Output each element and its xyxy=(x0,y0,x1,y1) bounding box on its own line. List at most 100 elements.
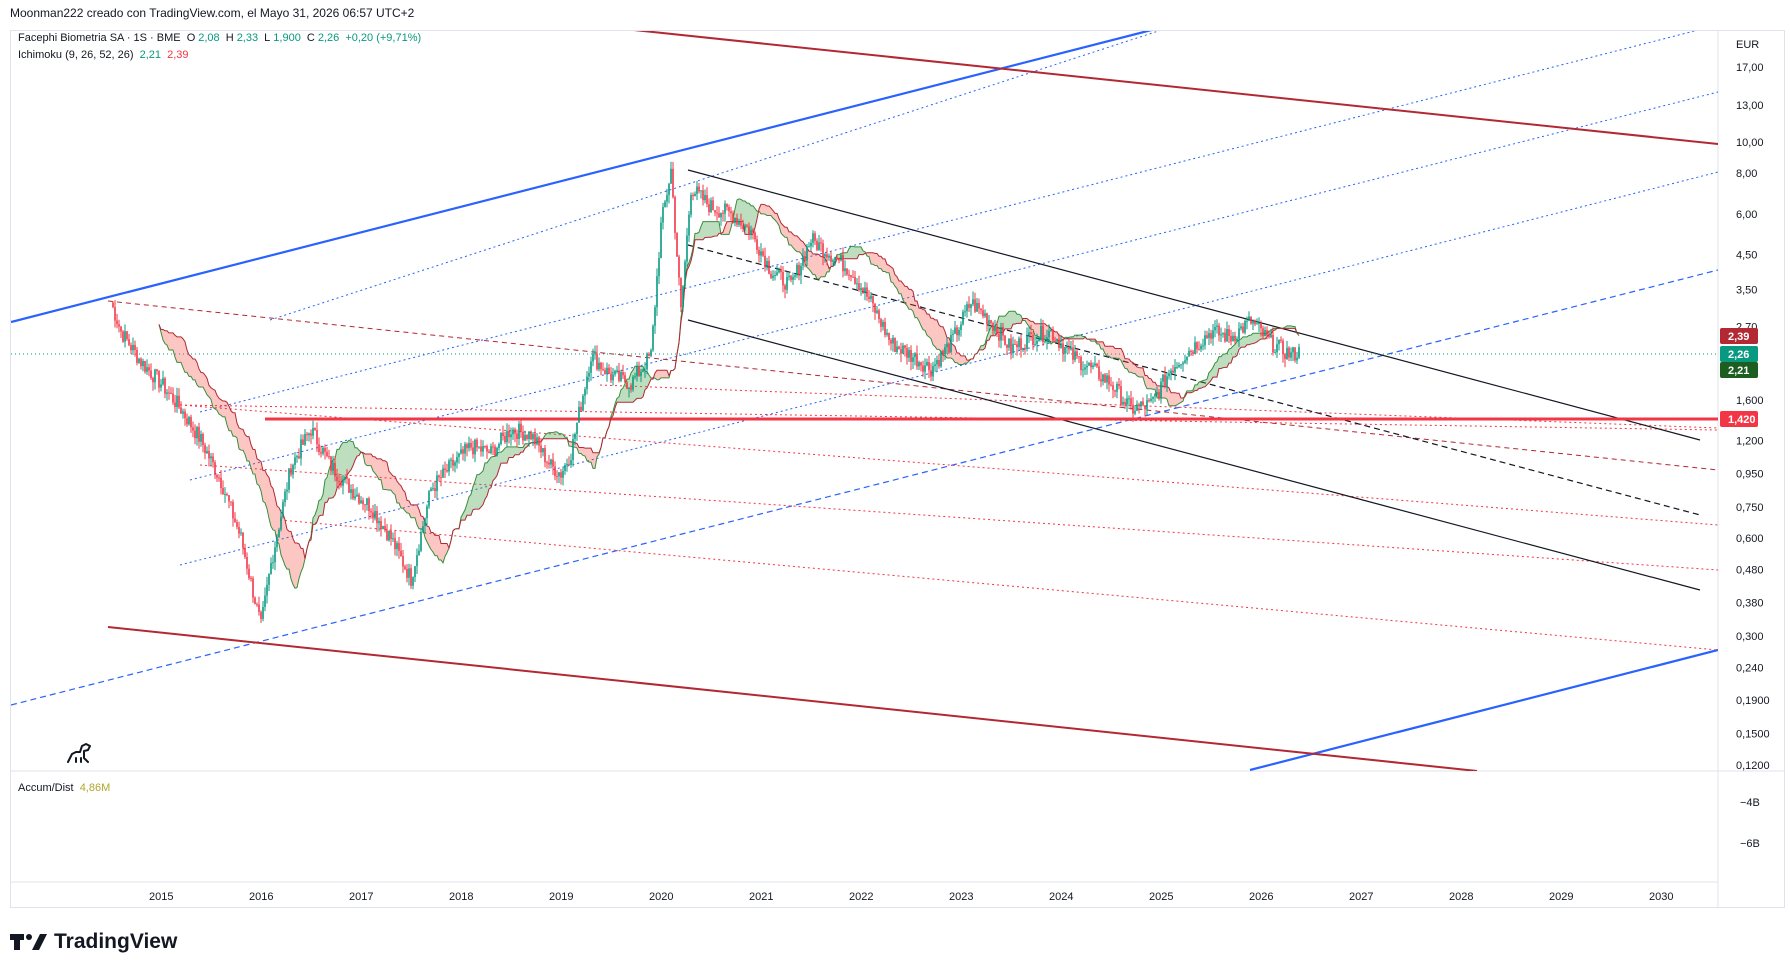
dino-icon[interactable] xyxy=(67,743,91,763)
candle-body xyxy=(206,450,208,454)
candle-body xyxy=(1254,320,1256,325)
black-channel-lower-line[interactable] xyxy=(687,319,1701,591)
candle-body xyxy=(172,393,174,403)
candle-body xyxy=(1024,348,1026,350)
candle-body xyxy=(622,372,624,376)
cloud-segment xyxy=(517,446,519,455)
cloud-segment xyxy=(809,251,811,272)
candle-body xyxy=(138,358,140,363)
candle-body xyxy=(284,491,286,503)
candle-body xyxy=(536,437,538,445)
price-axis[interactable]: 17,0013,0010,008,006,004,503,502,701,600… xyxy=(1736,62,1770,772)
accum-legend[interactable]: Accum/Dist 4,86M xyxy=(18,782,113,794)
candle-body xyxy=(1060,343,1062,348)
cloud-segment xyxy=(875,253,877,266)
cloud-segment xyxy=(1079,335,1081,339)
candle-body xyxy=(348,478,350,493)
red-dotted-line-5 xyxy=(599,384,1718,429)
candle-body xyxy=(448,460,450,472)
cloud-segment xyxy=(569,441,571,447)
candle-body xyxy=(418,550,420,556)
candle-body xyxy=(1114,390,1116,392)
blue-channel-lower-line[interactable] xyxy=(1249,648,1718,771)
blue-channel-upper-line[interactable] xyxy=(11,24,1175,324)
price-series[interactable] xyxy=(112,161,1300,623)
cloud-segment xyxy=(1195,384,1197,391)
red-channel-upper-line[interactable] xyxy=(615,28,1718,145)
cloud-segment xyxy=(1137,366,1139,377)
cloud-segment xyxy=(665,370,667,378)
candle-body xyxy=(1082,369,1084,371)
candle-body xyxy=(782,271,784,286)
candle-body xyxy=(1282,340,1284,355)
candle-body xyxy=(1092,365,1094,368)
candle-body xyxy=(296,456,298,458)
candle-body xyxy=(596,353,598,370)
candle-body xyxy=(290,468,292,475)
candle-body xyxy=(1224,332,1226,342)
cloud-segment xyxy=(549,432,551,439)
candle-body xyxy=(612,374,614,381)
cloud-segment xyxy=(663,370,665,378)
cloud-segment xyxy=(511,446,513,458)
price-tag-label: 2,26 xyxy=(1728,349,1749,361)
tradingview-footer[interactable]: TradingView xyxy=(10,930,177,954)
candle-body xyxy=(940,350,942,367)
candle-body xyxy=(396,543,398,550)
candle-body xyxy=(1266,330,1268,335)
cloud-segment xyxy=(379,458,381,480)
candle-body xyxy=(1134,410,1136,414)
candle-body xyxy=(700,190,702,192)
cloud-segment xyxy=(891,266,893,283)
black-channel-upper-line[interactable] xyxy=(687,169,1701,441)
candle-body xyxy=(508,430,510,438)
ichimoku-value-1: 2,21 xyxy=(139,49,162,61)
blue-dashed-trendline[interactable] xyxy=(11,269,1718,706)
cloud-segment xyxy=(403,489,405,511)
cloud-segment xyxy=(1005,313,1007,329)
candle-body xyxy=(1040,325,1042,339)
candle-body xyxy=(1246,320,1248,322)
cloud-segment xyxy=(715,221,717,237)
price-tick-label: 0,1200 xyxy=(1736,760,1770,772)
candle-body xyxy=(142,360,144,367)
candle-body xyxy=(974,299,976,312)
candle-body xyxy=(1088,362,1090,366)
candle-body xyxy=(332,462,334,471)
cloud-segment xyxy=(961,355,963,365)
cloud-segment xyxy=(435,535,437,556)
cloud-segment xyxy=(321,494,323,516)
candle-body xyxy=(330,456,332,471)
cloud-segment xyxy=(473,481,475,510)
candle-body xyxy=(860,288,862,291)
candle-body xyxy=(1228,329,1230,337)
cloud-segment xyxy=(1129,359,1131,373)
candle-body xyxy=(214,462,216,476)
cloud-segment xyxy=(441,543,443,563)
candle-body xyxy=(192,427,194,431)
chart-frame xyxy=(10,30,1785,908)
cloud-segment xyxy=(717,221,719,237)
time-axis[interactable]: 2015 2016 2017 2018 2019 2020 2021 2022 2023 2024… xyxy=(149,891,1673,903)
cloud-segment xyxy=(789,231,791,245)
cloud-segment xyxy=(705,221,707,238)
candle-body xyxy=(694,193,696,197)
cloud-segment xyxy=(477,474,479,510)
cloud-segment xyxy=(849,246,851,259)
cloud-segment xyxy=(241,428,243,451)
candle-body xyxy=(364,504,366,506)
candle-body xyxy=(766,260,768,268)
candle-body xyxy=(832,260,834,262)
ichimoku-legend[interactable]: Ichimoku (9, 26, 52, 26) 2,21 2,39 xyxy=(18,49,192,61)
cloud-segment xyxy=(205,375,207,395)
cloud-segment xyxy=(1143,367,1145,385)
red-channel-lower-line[interactable] xyxy=(107,626,1478,771)
cloud-segment xyxy=(1203,380,1205,388)
candle-body xyxy=(1182,362,1184,365)
cloud-segment xyxy=(709,221,711,238)
candle-body xyxy=(674,196,676,233)
candle-body xyxy=(976,302,978,312)
candle-body xyxy=(218,477,220,479)
